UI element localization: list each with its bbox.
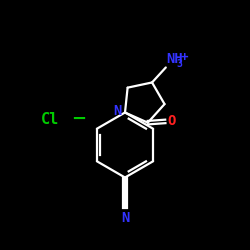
Text: Cl: Cl: [41, 112, 59, 128]
Text: O: O: [167, 114, 176, 128]
Text: −: −: [71, 110, 86, 128]
Text: +: +: [181, 52, 188, 64]
Text: N: N: [114, 104, 122, 118]
Text: 3: 3: [177, 59, 183, 69]
Text: N: N: [121, 210, 129, 224]
Text: NH: NH: [166, 52, 183, 66]
